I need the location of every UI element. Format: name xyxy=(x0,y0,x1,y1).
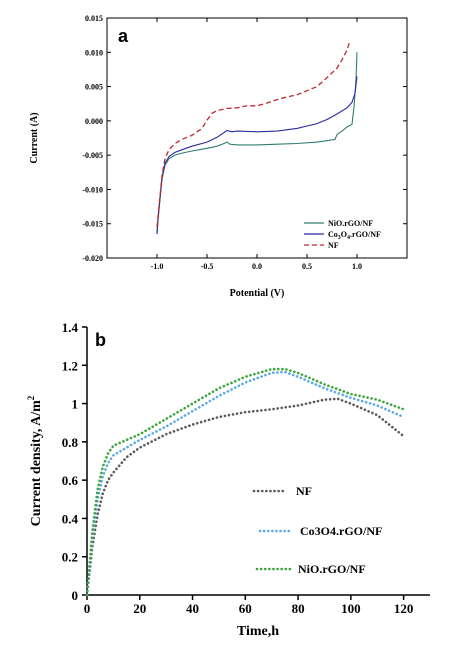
chart-a-panel-label: a xyxy=(118,26,129,46)
chart-b-y-tick-label: 1.4 xyxy=(62,320,79,335)
chart-a-axes: -1.0 -0.5 0.0 0.5 1.0 -0.020 -0.015 -0.010 -0.00… xyxy=(82,14,407,271)
chart-a-y-tick-label: 0.005 xyxy=(85,83,103,92)
chart-a-legend-label-co3o4-rgo-nf: Co3O4.rGO/NF xyxy=(328,230,381,241)
chart-b-legend-label-nf: NF xyxy=(296,484,312,498)
chart-b-y-tick-label: 0.4 xyxy=(62,511,79,526)
chart-b-x-tick-label: 20 xyxy=(133,601,146,616)
chart-b-series-group xyxy=(85,367,405,597)
chart-a-legend-label-part: O xyxy=(341,230,347,239)
chart-a-legend-label-part: 4 xyxy=(347,235,350,241)
chart-a-series-group xyxy=(156,40,358,235)
chart-b-y-tick-label: 0 xyxy=(72,588,79,603)
chart-b-x-tick-label: 0 xyxy=(84,601,91,616)
chart-b-series-line-nf xyxy=(85,397,405,597)
chart-b-x-tick-label: 100 xyxy=(341,601,361,616)
chart-a-legend-label-nf: NF xyxy=(328,241,339,250)
chart-b-y-tick-label: 0.6 xyxy=(62,473,79,488)
chart-a-legend-label-part: 3 xyxy=(338,235,341,241)
chart-b-y-tick-label: 1 xyxy=(72,397,79,412)
chart-a-y-axis-label: Current (A) xyxy=(29,112,40,163)
chart-a-x-tick-label: -1.0 xyxy=(151,262,164,271)
chart-a-legend-label-part: .rGO/NF xyxy=(350,230,381,239)
chart-b-series-line-co3o4-rgo-nf xyxy=(85,370,405,597)
chart-b-axes: 0 20 40 60 80 100 120 0 0.2 0.4 0.6 0.8 1 1.2 1.4 xyxy=(62,320,414,616)
chart-b-y-tick-label: 0.2 xyxy=(62,550,78,565)
chart-a-y-tick-label: 0.010 xyxy=(85,48,103,57)
chart-b: b 0 20 40 60 80 100 120 0 0.2 0.4 0.6 0.8 1 1.2 1.4 Ti… xyxy=(26,320,430,639)
chart-a-series-line-co3o4-rgo-nf xyxy=(156,76,358,235)
chart-a-series-line-nf xyxy=(156,40,351,228)
chart-a: a -1.0 -0.5 0.0 0.5 1.0 -0.020 -0.015 -0.010 -0.… xyxy=(29,14,408,299)
chart-a-y-tick-label: -0.020 xyxy=(82,254,103,263)
chart-a-x-tick-label: 0.5 xyxy=(302,262,312,271)
chart-a-y-tick-label: 0.000 xyxy=(85,117,103,126)
chart-b-x-tick-label: 60 xyxy=(239,601,252,616)
chart-b-y-axis-label: Current density, A/m2 xyxy=(26,395,44,526)
chart-b-y-tick-label: 1.2 xyxy=(62,358,78,373)
chart-a-y-tick-label: -0.015 xyxy=(82,220,103,229)
chart-b-legend-label-nio-rgo-nf: NiO.rGO/NF xyxy=(298,562,366,576)
chart-a-legend-label-nio-rgo-nf: NiO.rGO/NF xyxy=(328,219,373,228)
chart-a-x-tick-label: 1.0 xyxy=(352,262,362,271)
chart-a-y-tick-label: -0.005 xyxy=(82,151,103,160)
chart-b-panel-label: b xyxy=(95,330,106,350)
chart-b-x-tick-label: 80 xyxy=(292,601,305,616)
chart-a-series-line-nio-rgo-nf xyxy=(156,52,358,235)
chart-b-y-tick-label: 0.8 xyxy=(62,435,79,450)
chart-a-y-tick-label: 0.015 xyxy=(85,14,103,23)
chart-a-y-tick-label: -0.010 xyxy=(82,185,103,194)
chart-b-x-tick-label: 120 xyxy=(394,601,414,616)
chart-b-x-tick-label: 40 xyxy=(186,601,199,616)
chart-b-y-axis-label-text: Current density, A/m xyxy=(29,400,44,526)
chart-a-x-axis-label: Potential (V) xyxy=(230,288,285,299)
chart-b-legend-label-co3o4-rgo-nf: Co3O4.rGO/NF xyxy=(300,524,382,538)
chart-a-x-tick-label: 0.0 xyxy=(252,262,262,271)
chart-b-legend: NF Co3O4.rGO/NF NiO.rGO/NF xyxy=(252,484,382,576)
chart-b-y-axis-label-superscript: 2 xyxy=(26,395,36,400)
chart-a-x-tick-label: -0.5 xyxy=(201,262,214,271)
chart-b-x-axis-label: Time,h xyxy=(237,624,279,639)
chart-a-legend-label-part: Co xyxy=(328,230,338,239)
chart-b-series-line-nio-rgo-nf xyxy=(85,367,405,597)
